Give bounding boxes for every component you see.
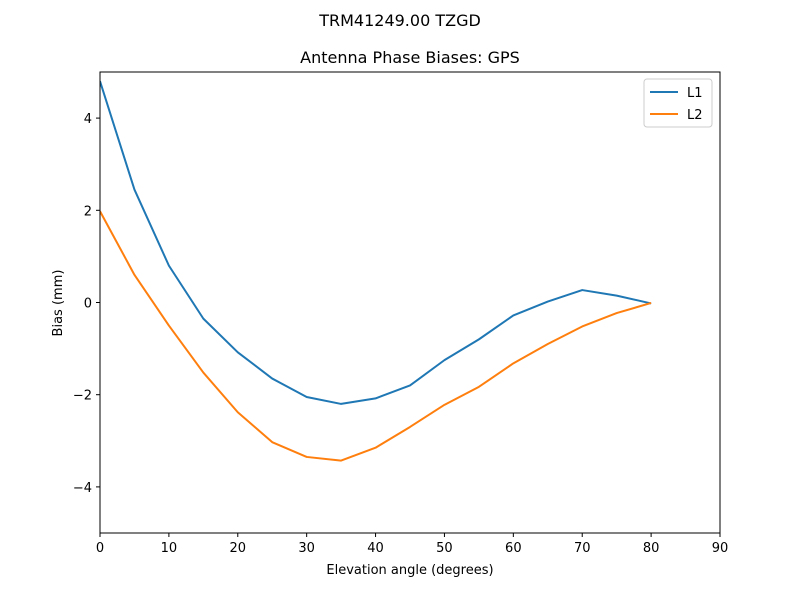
y-tick-label: 2 xyxy=(84,204,92,219)
x-tick-label: 90 xyxy=(712,541,729,556)
chart-title: Antenna Phase Biases: GPS xyxy=(300,48,520,67)
y-axis-label: Bias (mm) xyxy=(51,270,66,337)
x-tick-label: 10 xyxy=(161,541,178,556)
x-tick-label: 40 xyxy=(367,541,384,556)
plot-area: 0 10 20 30 40 50 60 70 80 90 −4 −2 0 2 4 xyxy=(73,71,729,556)
y-tick-label: −4 xyxy=(73,481,92,496)
x-tick-label: 20 xyxy=(230,541,247,556)
x-tick-label: 80 xyxy=(643,541,660,556)
figure-suptitle: TRM41249.00 TZGD xyxy=(318,11,481,30)
series-line-l1 xyxy=(100,80,652,405)
legend-label-l2: L2 xyxy=(687,108,703,123)
x-tick-label: 70 xyxy=(574,541,591,556)
series-line-l2 xyxy=(100,210,652,462)
y-tick-label: 4 xyxy=(84,112,92,127)
x-axis-label: Elevation angle (degrees) xyxy=(326,563,493,578)
y-tick-label: −2 xyxy=(73,389,92,404)
x-tick-label: 60 xyxy=(505,541,522,556)
legend-label-l1: L1 xyxy=(687,86,703,101)
x-tick-label: 0 xyxy=(96,541,104,556)
x-tick-label: 30 xyxy=(298,541,315,556)
y-tick-label: 0 xyxy=(84,297,92,312)
x-tick-label: 50 xyxy=(436,541,453,556)
